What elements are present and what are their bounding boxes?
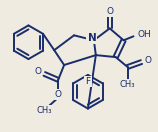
Text: CH₃: CH₃	[36, 106, 52, 115]
Text: CH₃: CH₃	[120, 80, 135, 89]
Text: O: O	[144, 56, 151, 65]
Text: F: F	[85, 77, 91, 86]
Text: O: O	[106, 7, 113, 16]
Text: O: O	[55, 90, 62, 99]
Text: OH: OH	[137, 30, 151, 39]
Text: N: N	[88, 33, 96, 43]
Text: O: O	[34, 67, 41, 76]
